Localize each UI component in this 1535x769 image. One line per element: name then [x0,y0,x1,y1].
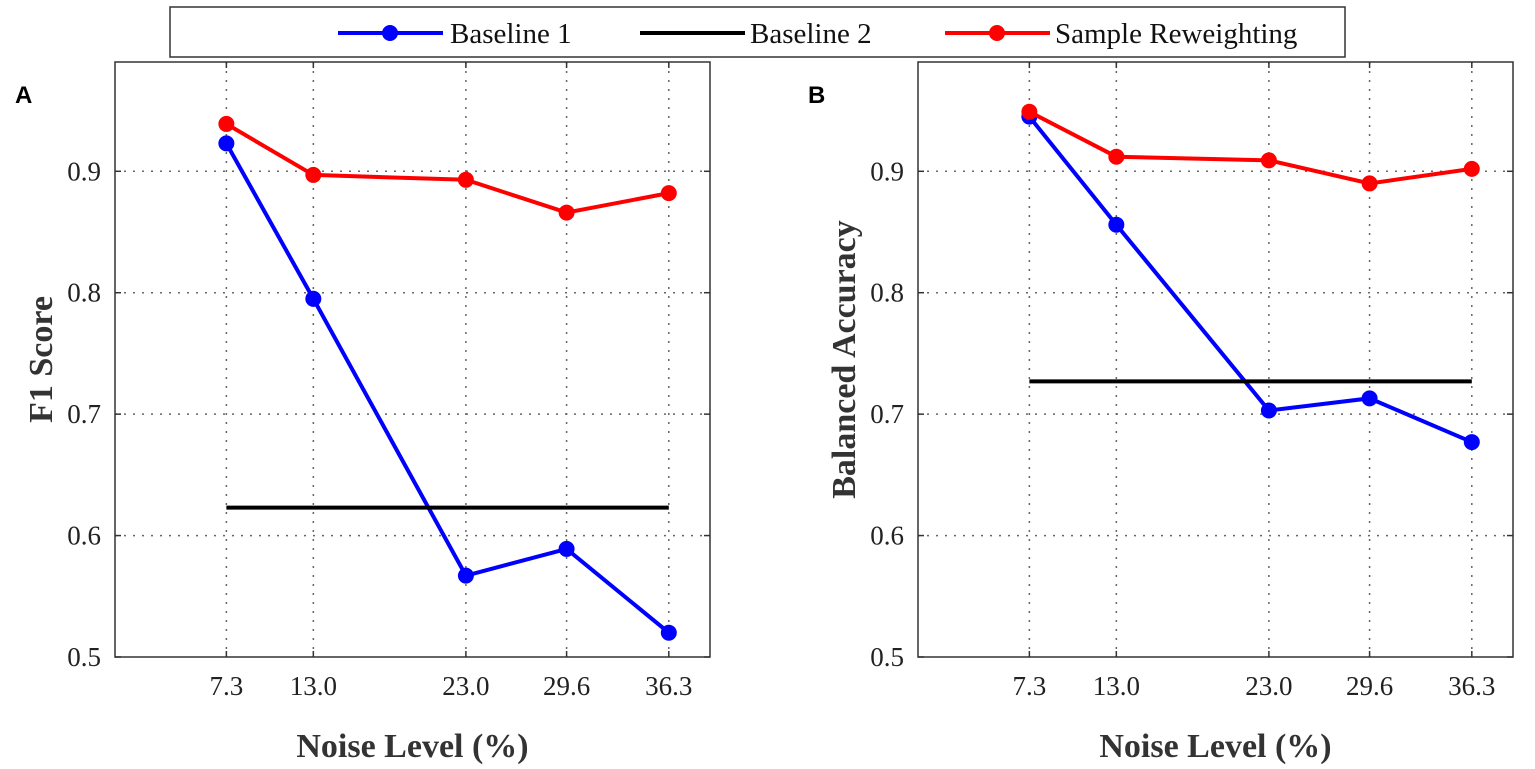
y-tick-label: 0.5 [67,642,101,672]
legend-label: Baseline 1 [450,18,572,50]
data-point [305,290,322,307]
y-tick-label: 0.8 [67,278,101,308]
x-axis-label: Noise Level (%) [296,728,528,765]
data-point [660,624,677,641]
y-tick-label: 0.8 [870,278,904,308]
x-axis-label: Noise Level (%) [1099,728,1331,765]
y-tick-label: 0.5 [870,642,904,672]
data-point [457,171,474,188]
x-tick-label: 23.0 [442,671,489,701]
data-point [660,185,677,202]
x-tick-label: 36.3 [1448,671,1495,701]
plot-area [115,62,710,657]
x-tick-label: 36.3 [645,671,692,701]
series-baseline-1 [218,135,677,641]
x-tick-label: 13.0 [290,671,337,701]
legend: Baseline 1 Baseline 2 Sample Reweighting [169,6,1346,58]
y-axis-label: F1 Score [23,296,60,423]
data-point [1108,148,1125,165]
axes-box [114,61,711,658]
x-tick-label: 7.3 [209,671,243,701]
legend-entry-baseline-2: Baseline 2 [640,18,872,50]
data-point [218,115,235,132]
data-point [1463,160,1480,177]
data-point [457,567,474,584]
x-tick-label: 23.0 [1245,671,1292,701]
legend-label: Sample Reweighting [1055,18,1297,50]
y-tick-label: 0.9 [67,156,101,186]
axes-box [917,61,1514,658]
data-point [305,166,322,183]
data-point [1361,175,1378,192]
plot-area [918,62,1513,657]
data-point [558,204,575,221]
data-point [1361,390,1378,407]
y-tick-label: 0.7 [67,399,101,429]
y-tick-label: 0.7 [870,399,904,429]
data-point [1021,103,1038,120]
x-tick-label: 7.3 [1012,671,1046,701]
legend-marker [382,25,398,41]
data-point [1108,216,1125,233]
legend-label: Baseline 2 [750,18,872,50]
x-tick-label: 29.6 [1346,671,1393,701]
panel-label: B [808,82,825,109]
panel-label: A [15,82,32,109]
data-point [1463,434,1480,451]
series-sample-reweighting [218,115,677,221]
data-point [558,540,575,557]
panel-b: 7.3 13.0 23.0 29.6 36.3 0.5 0.6 0.7 0.8 0.9 B Noise… [808,61,1514,765]
y-tick-label: 0.6 [67,521,101,551]
legend-entry-baseline-1: Baseline 1 [338,18,572,50]
x-tick-label: 29.6 [543,671,590,701]
y-tick-label: 0.9 [870,156,904,186]
data-point [1260,402,1277,419]
y-tick-label: 0.6 [870,521,904,551]
y-axis-label: Balanced Accuracy [826,220,863,499]
data-point [1260,152,1277,169]
series-sample-reweighting [1021,103,1480,192]
panel-a: 7.3 13.0 23.0 29.6 36.3 0.5 0.6 0.7 0.8 0.9 A Noise… [15,61,711,765]
x-tick-label: 13.0 [1093,671,1140,701]
legend-marker [989,25,1005,41]
series-baseline-1 [1021,108,1480,451]
data-point [218,135,235,152]
legend-entry-sample-reweighting: Sample Reweighting [945,18,1297,50]
